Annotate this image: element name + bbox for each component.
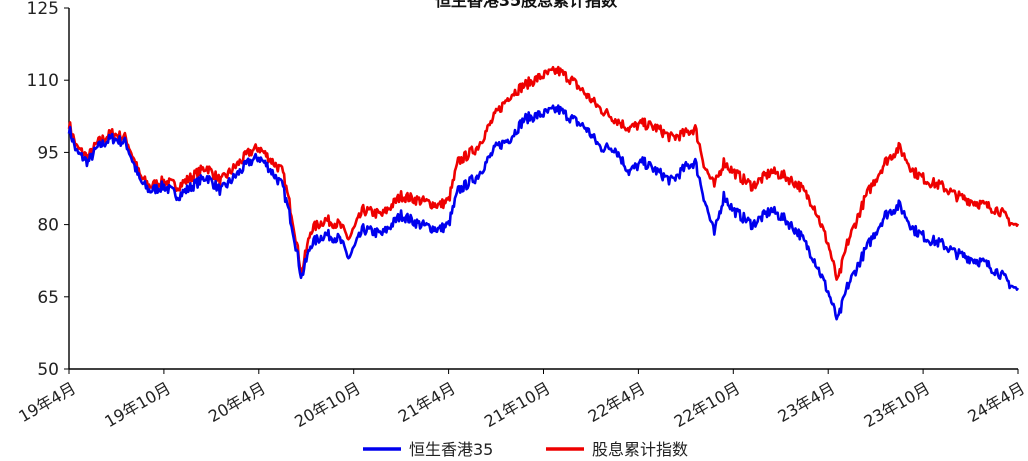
y-tick-label: 50 — [37, 360, 59, 380]
x-tick-label: 24年4月 — [964, 378, 1028, 426]
x-tick-label: 23年10月 — [861, 378, 933, 431]
legend: 恒生香港35 股息累计指数 — [363, 440, 688, 459]
x-tick-label: 22年10月 — [671, 378, 743, 431]
series-line — [67, 65, 1020, 281]
y-tick-label: 95 — [37, 143, 59, 163]
series-lines — [67, 65, 1020, 321]
x-tick-label: 23年4月 — [775, 378, 839, 426]
x-tick-label: 21年10月 — [481, 378, 553, 431]
x-tick-label: 21年4月 — [395, 378, 459, 426]
series-line — [67, 104, 1020, 321]
x-tick-label: 19年4月 — [15, 378, 79, 426]
axes: 50 65 80 95 110 125 19年4月 19年10月 20年4月 20年10月 21年4… — [15, 0, 1028, 431]
legend-label: 恒生香港35 — [409, 440, 493, 459]
y-tick-label: 65 — [37, 288, 59, 308]
legend-label: 股息累计指数 — [592, 440, 688, 459]
x-tick-label: 20年4月 — [205, 378, 269, 426]
chart-title: 恒生香港35股息累计指数 — [435, 0, 618, 10]
x-tick-label: 20年10月 — [291, 378, 363, 431]
y-tick-label: 80 — [37, 216, 59, 236]
x-tick-label: 22年4月 — [585, 378, 649, 426]
x-tick-label: 19年10月 — [101, 378, 173, 431]
y-tick-label: 125 — [27, 0, 59, 19]
y-tick-label: 110 — [27, 71, 59, 91]
